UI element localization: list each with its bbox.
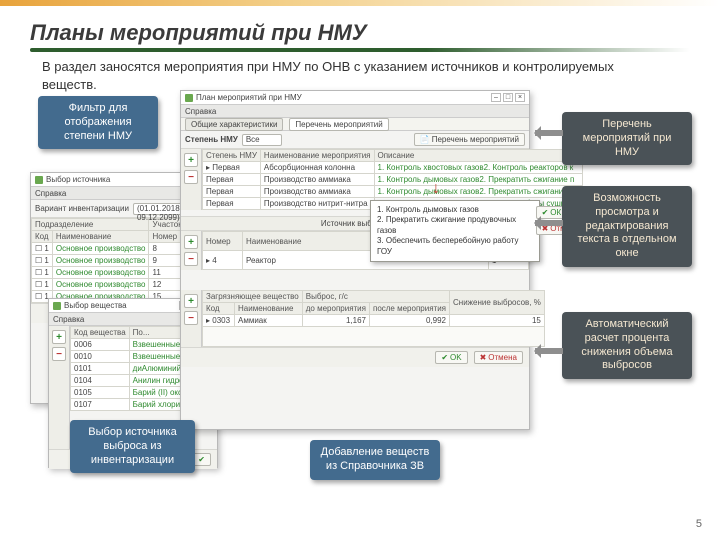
cancel-button[interactable]: ✖ Отмена: [474, 351, 523, 364]
slide-title: Планы мероприятий при НМУ: [30, 20, 367, 46]
close-icon[interactable]: ×: [515, 93, 525, 102]
slide-top-decor: [0, 0, 720, 6]
plan-title: План мероприятий при НМУ: [196, 93, 302, 102]
col-name: Наименование мероприятия: [260, 150, 374, 162]
del-src-button[interactable]: −: [184, 252, 198, 266]
add-row-button[interactable]: +: [184, 153, 198, 167]
arrow-edit: [535, 220, 563, 226]
tab-general[interactable]: Общие характеристики: [185, 118, 283, 131]
sub-group: Загрязняющее вещество: [203, 291, 303, 303]
app-icon: [35, 176, 43, 184]
red-arrow-icon: ↓: [432, 180, 440, 198]
tab-list[interactable]: Перечень мероприятий: [289, 118, 388, 131]
callout-addsub: Добавление веществ из Справочника ЗВ: [310, 440, 440, 480]
remove-button[interactable]: −: [52, 347, 66, 361]
table-row[interactable]: ▸ ПерваяАбсорбционная колонна1. Контроль…: [203, 162, 583, 174]
sub-col-red: Снижение выбросов, %: [450, 291, 545, 315]
sub-col-code: Код: [203, 303, 235, 315]
col-name: Наименование: [52, 231, 149, 243]
ok-button[interactable]: ✔: [192, 453, 211, 466]
popup-l3: 3. Обеспечить бесперебойную работу ГОУ: [377, 236, 533, 257]
plan-side-buttons: + −: [181, 149, 202, 210]
max-icon[interactable]: □: [503, 93, 513, 102]
callout-filter: Фильтр для отображения степени НМУ: [38, 96, 158, 149]
s-col-num: Номер: [203, 232, 243, 251]
sub-col-bef: до мероприятия: [302, 303, 369, 315]
app-icon: [185, 94, 193, 102]
col-deg: Степень НМУ: [203, 150, 261, 162]
src-title: Выбор источника: [46, 175, 110, 184]
add-sub-button[interactable]: +: [184, 294, 198, 308]
min-icon[interactable]: –: [491, 93, 501, 102]
degree-label: Степень НМУ: [185, 135, 238, 144]
table-row[interactable]: ПерваяПроизводство аммиака1. Контроль ды…: [203, 174, 583, 186]
dict-col-code: Код вещества: [71, 327, 130, 339]
arrow-list: [535, 130, 563, 136]
sub-col-name: Наименование: [235, 303, 303, 315]
list-button[interactable]: 📄 Перечень мероприятий: [414, 133, 525, 146]
col-sub: Подразделение: [32, 219, 149, 231]
table-row[interactable]: ПерваяПроизводство аммиака1. Контроль ды…: [203, 186, 583, 198]
arrow-auto: [535, 348, 563, 354]
substance-table: Загрязняющее вещество Выброс, г/с Снижен…: [202, 290, 545, 347]
dict-title: Выбор вещества: [64, 301, 127, 310]
plan-menu[interactable]: Справка: [185, 107, 216, 116]
col-num: Номер: [149, 231, 181, 243]
callout-edit: Возможность просмотра и редактирования т…: [562, 186, 692, 267]
col-desc: Описание: [374, 150, 582, 162]
degree-select[interactable]: Все: [242, 134, 282, 146]
title-underline: [30, 48, 690, 52]
app-icon: [53, 302, 61, 310]
popup-l2: 2. Прекратить сжигание продувочных газов: [377, 215, 533, 236]
intro-text: В раздел заносятся мероприятия при НМУ п…: [42, 58, 672, 93]
callout-source: Выбор источника выброса из инвентаризаци…: [70, 420, 195, 473]
dict-menu[interactable]: Справка: [53, 315, 84, 324]
edit-popup: 1. Контроль дымовых газов 2. Прекратить …: [370, 200, 540, 262]
table-row[interactable]: ▸ 0303 Аммиак 1,167 0,992 15: [203, 315, 545, 327]
popup-l1: 1. Контроль дымовых газов: [377, 205, 533, 215]
del-row-button[interactable]: −: [184, 170, 198, 184]
callout-list: Перечень мероприятий при НМУ: [562, 112, 692, 165]
emis-group: Выброс, г/с: [302, 291, 449, 303]
del-sub-button[interactable]: −: [184, 311, 198, 325]
add-src-button[interactable]: +: [184, 235, 198, 249]
callout-auto: Автоматический расчет процента снижения …: [562, 312, 692, 379]
ok-button[interactable]: ✔ OK: [435, 351, 467, 364]
variant-label: Вариант инвентаризации: [35, 204, 129, 213]
add-button[interactable]: +: [52, 330, 66, 344]
page-number: 5: [696, 518, 702, 530]
col-code: Код: [32, 231, 53, 243]
sub-col-aft: после мероприятия: [369, 303, 449, 315]
dict-side-buttons: + −: [49, 326, 70, 449]
table-row[interactable]: [203, 327, 545, 347]
src-menu[interactable]: Справка: [35, 189, 66, 198]
